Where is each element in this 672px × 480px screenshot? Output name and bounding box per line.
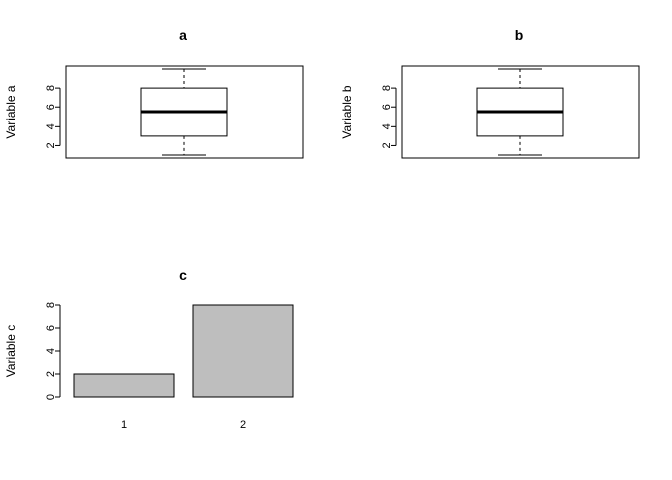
box-marks-b: [476, 68, 564, 156]
bar-marks-c: [73, 304, 294, 398]
y-tick-label: 4: [45, 123, 57, 129]
y-tick-label: 2: [45, 142, 57, 148]
boxplot-panel-a: a Variable a 2 4 6 8: [4, 27, 304, 159]
plot-frame-b: [401, 65, 640, 159]
box-marks-a: [140, 68, 228, 156]
chart-title-b: b: [515, 27, 524, 43]
y-tick-label: 8: [381, 85, 393, 91]
y-tick-label: 4: [381, 123, 393, 129]
y-axis-label-a: Variable a: [4, 85, 18, 138]
chart-title-c: c: [179, 267, 187, 283]
chart-title-a: a: [179, 27, 187, 43]
y-axis-c: 0 2 4 6 8: [45, 302, 61, 400]
bar-2: [192, 304, 294, 398]
y-tick-label: 2: [381, 142, 393, 148]
boxplot-panel-b: b Variable b 2 4 6 8: [340, 27, 640, 159]
x-tick-label: 1: [121, 419, 127, 431]
y-tick-label: 4: [45, 348, 57, 354]
y-axis-label-c: Variable c: [4, 325, 18, 377]
y-tick-label: 6: [45, 104, 57, 110]
bar-1: [73, 373, 175, 398]
y-tick-label: 6: [381, 104, 393, 110]
y-tick-label: 0: [45, 394, 57, 400]
y-axis-b: 2 4 6 8: [381, 85, 397, 149]
x-tick-label: 2: [240, 419, 246, 431]
y-tick-label: 2: [45, 371, 57, 377]
y-tick-label: 6: [45, 325, 57, 331]
y-axis-label-b: Variable b: [340, 85, 354, 138]
plot-frame-a: [65, 65, 304, 159]
y-tick-label: 8: [45, 85, 57, 91]
y-tick-label: 8: [45, 302, 57, 308]
y-axis-a: 2 4 6 8: [45, 85, 61, 149]
